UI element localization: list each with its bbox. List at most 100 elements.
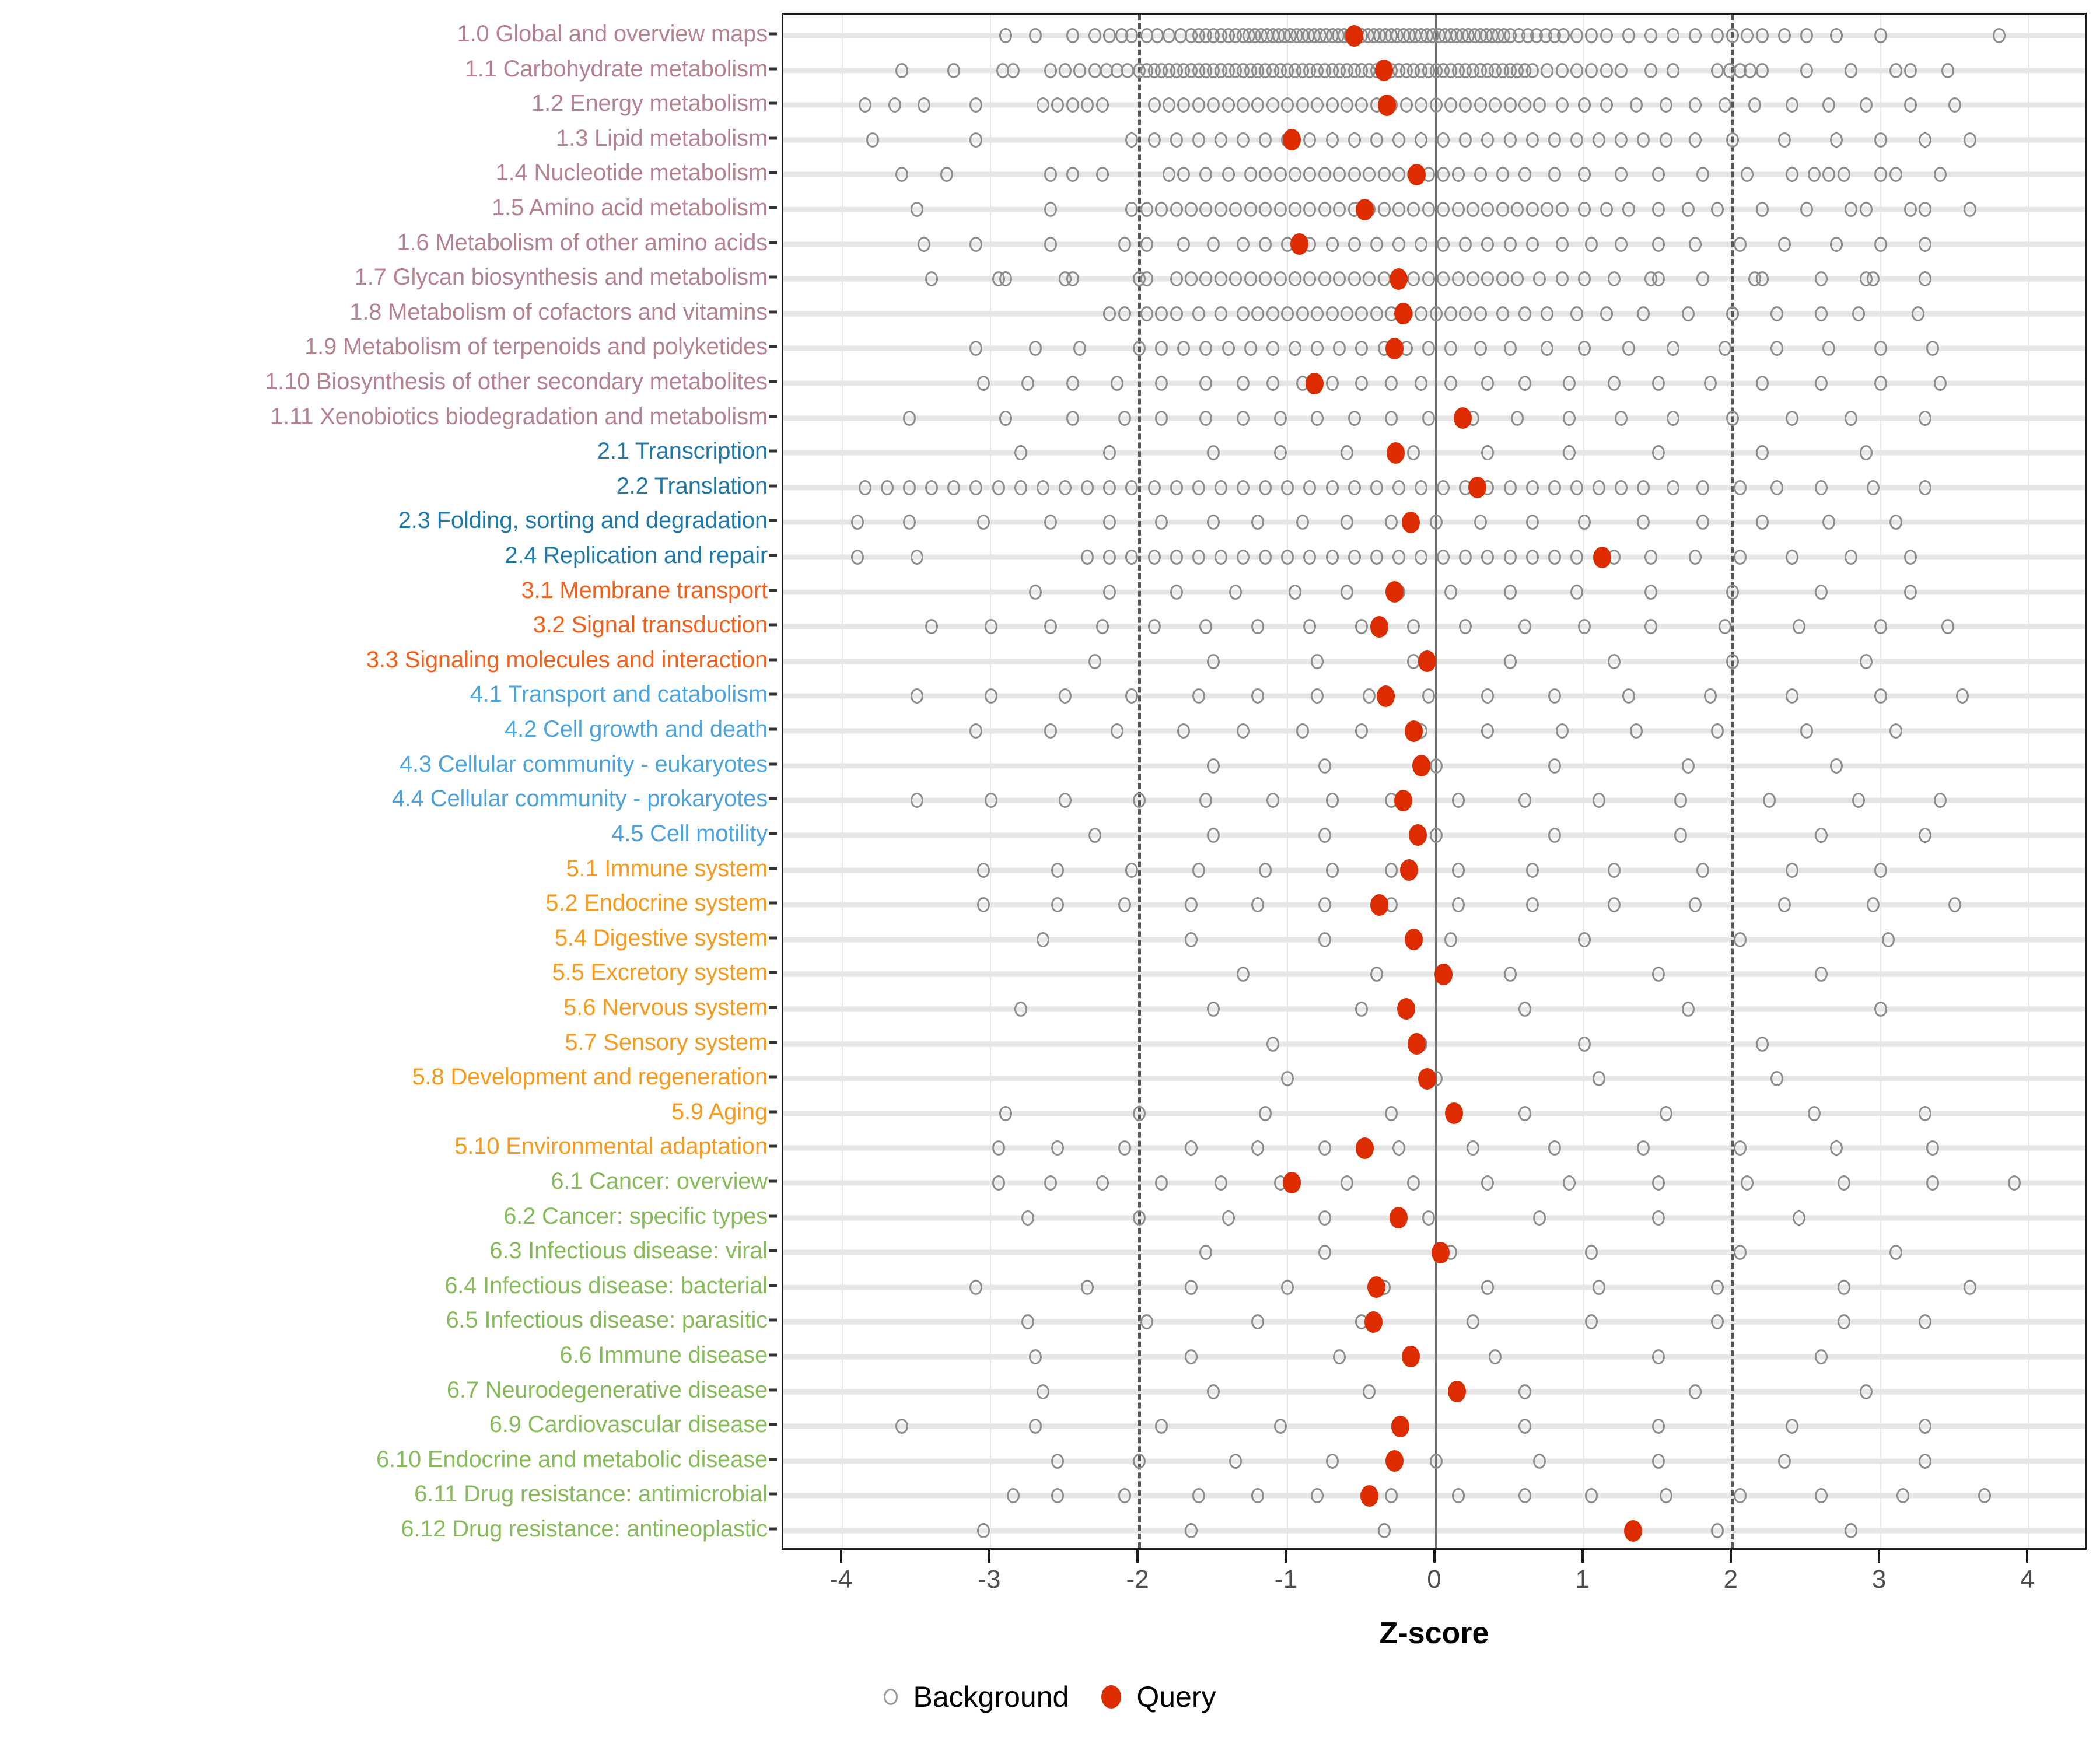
query-point[interactable] xyxy=(1390,268,1408,290)
background-point xyxy=(1681,758,1695,774)
background-point xyxy=(1733,1245,1746,1261)
query-point[interactable] xyxy=(1447,1381,1466,1403)
query-point[interactable] xyxy=(1367,1276,1386,1298)
query-point[interactable] xyxy=(1404,929,1423,951)
background-point xyxy=(910,793,923,808)
row-gridline xyxy=(783,485,2085,491)
query-point[interactable] xyxy=(1390,1207,1408,1229)
background-point xyxy=(1622,202,1635,218)
query-point[interactable] xyxy=(1378,94,1396,116)
query-point[interactable] xyxy=(1355,1137,1374,1159)
query-point[interactable] xyxy=(1394,303,1413,325)
background-point xyxy=(1748,97,1762,113)
background-point xyxy=(1036,932,1049,947)
query-point[interactable] xyxy=(1431,1241,1450,1264)
background-point xyxy=(1407,445,1420,461)
query-point[interactable] xyxy=(1290,233,1309,256)
background-point xyxy=(1926,1175,1940,1191)
background-point xyxy=(1044,1175,1057,1191)
background-point xyxy=(1845,550,1858,565)
background-point xyxy=(1170,550,1183,565)
query-point[interactable] xyxy=(1401,511,1420,533)
background-point xyxy=(1437,236,1450,252)
query-point[interactable] xyxy=(1397,998,1416,1020)
query-point[interactable] xyxy=(1385,581,1404,603)
query-point[interactable] xyxy=(1345,24,1364,47)
query-point[interactable] xyxy=(1418,650,1436,673)
background-point xyxy=(1822,341,1836,356)
query-point[interactable] xyxy=(1385,1450,1404,1472)
query-point[interactable] xyxy=(1283,1172,1301,1194)
query-point[interactable] xyxy=(1468,477,1487,499)
x-gridline xyxy=(990,15,992,1548)
legend-item-background[interactable]: Background xyxy=(884,1680,1069,1714)
query-point[interactable] xyxy=(1624,1520,1643,1542)
background-point xyxy=(1785,550,1798,565)
query-point[interactable] xyxy=(1387,442,1405,464)
background-point xyxy=(1815,480,1828,495)
background-point xyxy=(1237,132,1250,148)
background-point xyxy=(1311,1488,1324,1504)
query-point[interactable] xyxy=(1375,60,1394,82)
background-point xyxy=(1859,1384,1873,1399)
background-point xyxy=(1718,97,1732,113)
query-point[interactable] xyxy=(1407,163,1426,186)
background-point xyxy=(1592,132,1606,148)
query-point[interactable] xyxy=(1407,1033,1426,1055)
background-point xyxy=(1155,341,1168,356)
y-axis-tick-mark xyxy=(769,589,777,592)
y-axis-tick-mark xyxy=(769,623,777,626)
background-point xyxy=(1577,1036,1591,1052)
query-point[interactable] xyxy=(1592,546,1611,568)
query-point[interactable] xyxy=(1394,789,1413,811)
background-point xyxy=(1355,1001,1368,1017)
query-point[interactable] xyxy=(1418,1068,1436,1090)
background-point xyxy=(1466,271,1480,287)
query-point[interactable] xyxy=(1434,963,1452,985)
background-point xyxy=(1185,1140,1198,1156)
query-point[interactable] xyxy=(1364,1311,1383,1333)
background-point xyxy=(1933,793,1947,808)
background-point xyxy=(1777,28,1791,43)
query-point[interactable] xyxy=(1444,1102,1463,1125)
query-point[interactable] xyxy=(1453,407,1472,429)
query-point[interactable] xyxy=(1370,894,1389,916)
background-point xyxy=(1355,97,1368,113)
background-point xyxy=(1911,306,1924,321)
query-point[interactable] xyxy=(1283,129,1301,151)
query-point[interactable] xyxy=(1370,615,1389,638)
background-point xyxy=(1392,550,1405,565)
query-point[interactable] xyxy=(1412,755,1430,777)
background-point xyxy=(1451,897,1465,913)
query-point[interactable] xyxy=(1305,372,1324,394)
query-point[interactable] xyxy=(1401,1346,1420,1368)
background-point xyxy=(1919,132,1932,148)
y-axis-tick-mark xyxy=(769,658,777,662)
background-point xyxy=(1170,271,1183,287)
background-point xyxy=(1615,236,1628,252)
background-point xyxy=(1518,1488,1532,1504)
legend-item-query[interactable]: Query xyxy=(1101,1680,1216,1714)
background-point xyxy=(1207,1001,1220,1017)
query-point[interactable] xyxy=(1376,685,1395,707)
background-point xyxy=(1570,28,1583,43)
query-point[interactable] xyxy=(1400,859,1419,881)
query-point[interactable] xyxy=(1404,720,1423,742)
query-point[interactable] xyxy=(1391,1415,1409,1437)
background-point xyxy=(1829,28,1843,43)
y-axis-tick-label: 1.3 Lipid metabolism xyxy=(556,125,768,151)
query-point[interactable] xyxy=(1355,198,1374,220)
query-point[interactable] xyxy=(1360,1485,1378,1507)
background-point xyxy=(1192,688,1205,704)
background-point xyxy=(1651,376,1665,391)
background-point xyxy=(1570,480,1583,495)
background-point xyxy=(1525,862,1539,878)
background-point xyxy=(1103,306,1116,321)
row-gridline xyxy=(783,624,2085,629)
background-point xyxy=(1555,202,1569,218)
background-point xyxy=(1889,1245,1902,1261)
query-point[interactable] xyxy=(1385,337,1404,359)
query-point[interactable] xyxy=(1409,824,1427,846)
background-point xyxy=(1429,758,1443,774)
